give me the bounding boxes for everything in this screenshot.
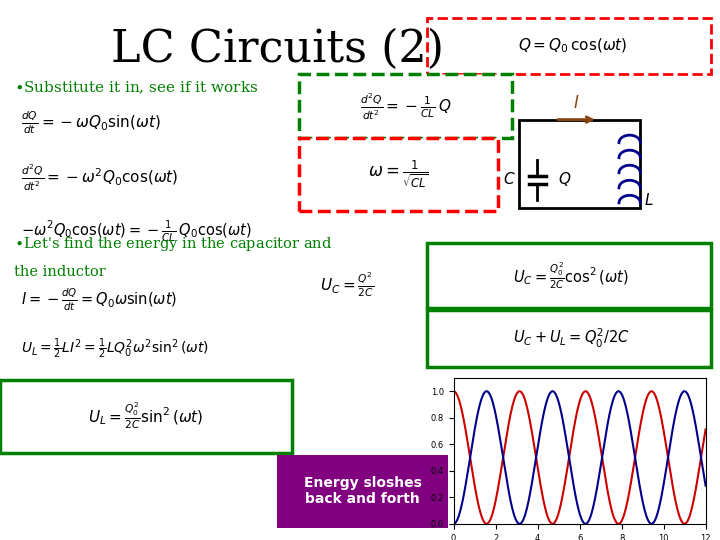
Text: $\frac{d^2Q}{dt^2} = -\omega^2 Q_0\cos(\omega t)$: $\frac{d^2Q}{dt^2} = -\omega^2 Q_0\cos(\… [21, 163, 179, 193]
Text: $\bullet$Substitute it in, see if it works: $\bullet$Substitute it in, see if it wor… [14, 79, 258, 96]
Text: $\omega = \frac{1}{\sqrt{CL}}$: $\omega = \frac{1}{\sqrt{CL}}$ [368, 159, 428, 190]
Text: $I$: $I$ [573, 94, 580, 112]
FancyBboxPatch shape [427, 310, 711, 367]
Text: the inductor: the inductor [14, 265, 106, 279]
Text: $C$: $C$ [503, 171, 516, 187]
Text: $\bullet$Let's find the energy in the capacitor and: $\bullet$Let's find the energy in the ca… [14, 235, 333, 253]
FancyBboxPatch shape [427, 243, 711, 308]
FancyBboxPatch shape [427, 17, 711, 74]
Text: $\frac{d^2Q}{dt^2} = -\frac{1}{CL}\,Q$: $\frac{d^2Q}{dt^2} = -\frac{1}{CL}\,Q$ [360, 91, 451, 122]
Text: $Q = Q_0\,\cos\!(\omega t)$: $Q = Q_0\,\cos\!(\omega t)$ [518, 36, 627, 55]
Text: Energy sloshes
back and forth: Energy sloshes back and forth [304, 476, 422, 507]
FancyBboxPatch shape [0, 380, 292, 453]
Text: $Q$: $Q$ [559, 170, 572, 188]
Text: $U_C + U_L = Q_0^2/2C$: $U_C + U_L = Q_0^2/2C$ [513, 327, 629, 350]
Text: $L$: $L$ [644, 192, 654, 208]
Text: $U_C = \frac{Q_0^2}{2C}\cos^2(\omega t)$: $U_C = \frac{Q_0^2}{2C}\cos^2(\omega t)$ [513, 260, 629, 291]
Text: $U_L = \frac{Q_0^2}{2C}\sin^2(\omega t)$: $U_L = \frac{Q_0^2}{2C}\sin^2(\omega t)$ [88, 401, 204, 431]
Text: $U_C = \frac{Q^2}{2C}$: $U_C = \frac{Q^2}{2C}$ [320, 270, 374, 299]
FancyBboxPatch shape [299, 138, 498, 211]
FancyBboxPatch shape [277, 455, 448, 528]
Text: $U_L = \frac{1}{2}LI^2 = \frac{1}{2}LQ_0^2\omega^2\sin^2(\omega t)$: $U_L = \frac{1}{2}LI^2 = \frac{1}{2}LQ_0… [21, 337, 209, 361]
Text: $\frac{dQ}{dt} = -\omega Q_0\sin(\omega t)$: $\frac{dQ}{dt} = -\omega Q_0\sin(\omega … [21, 109, 161, 136]
Bar [519, 119, 640, 208]
Text: $-\omega^2 Q_0\cos(\omega t) = -\frac{1}{CL}\,Q_0\cos(\omega t)$: $-\omega^2 Q_0\cos(\omega t) = -\frac{1}… [21, 219, 252, 244]
Text: $I = -\frac{dQ}{dt} = Q_0\omega\sin(\omega t)$: $I = -\frac{dQ}{dt} = Q_0\omega\sin(\ome… [21, 286, 178, 313]
Text: LC Circuits (2): LC Circuits (2) [111, 28, 444, 71]
FancyBboxPatch shape [299, 74, 512, 138]
